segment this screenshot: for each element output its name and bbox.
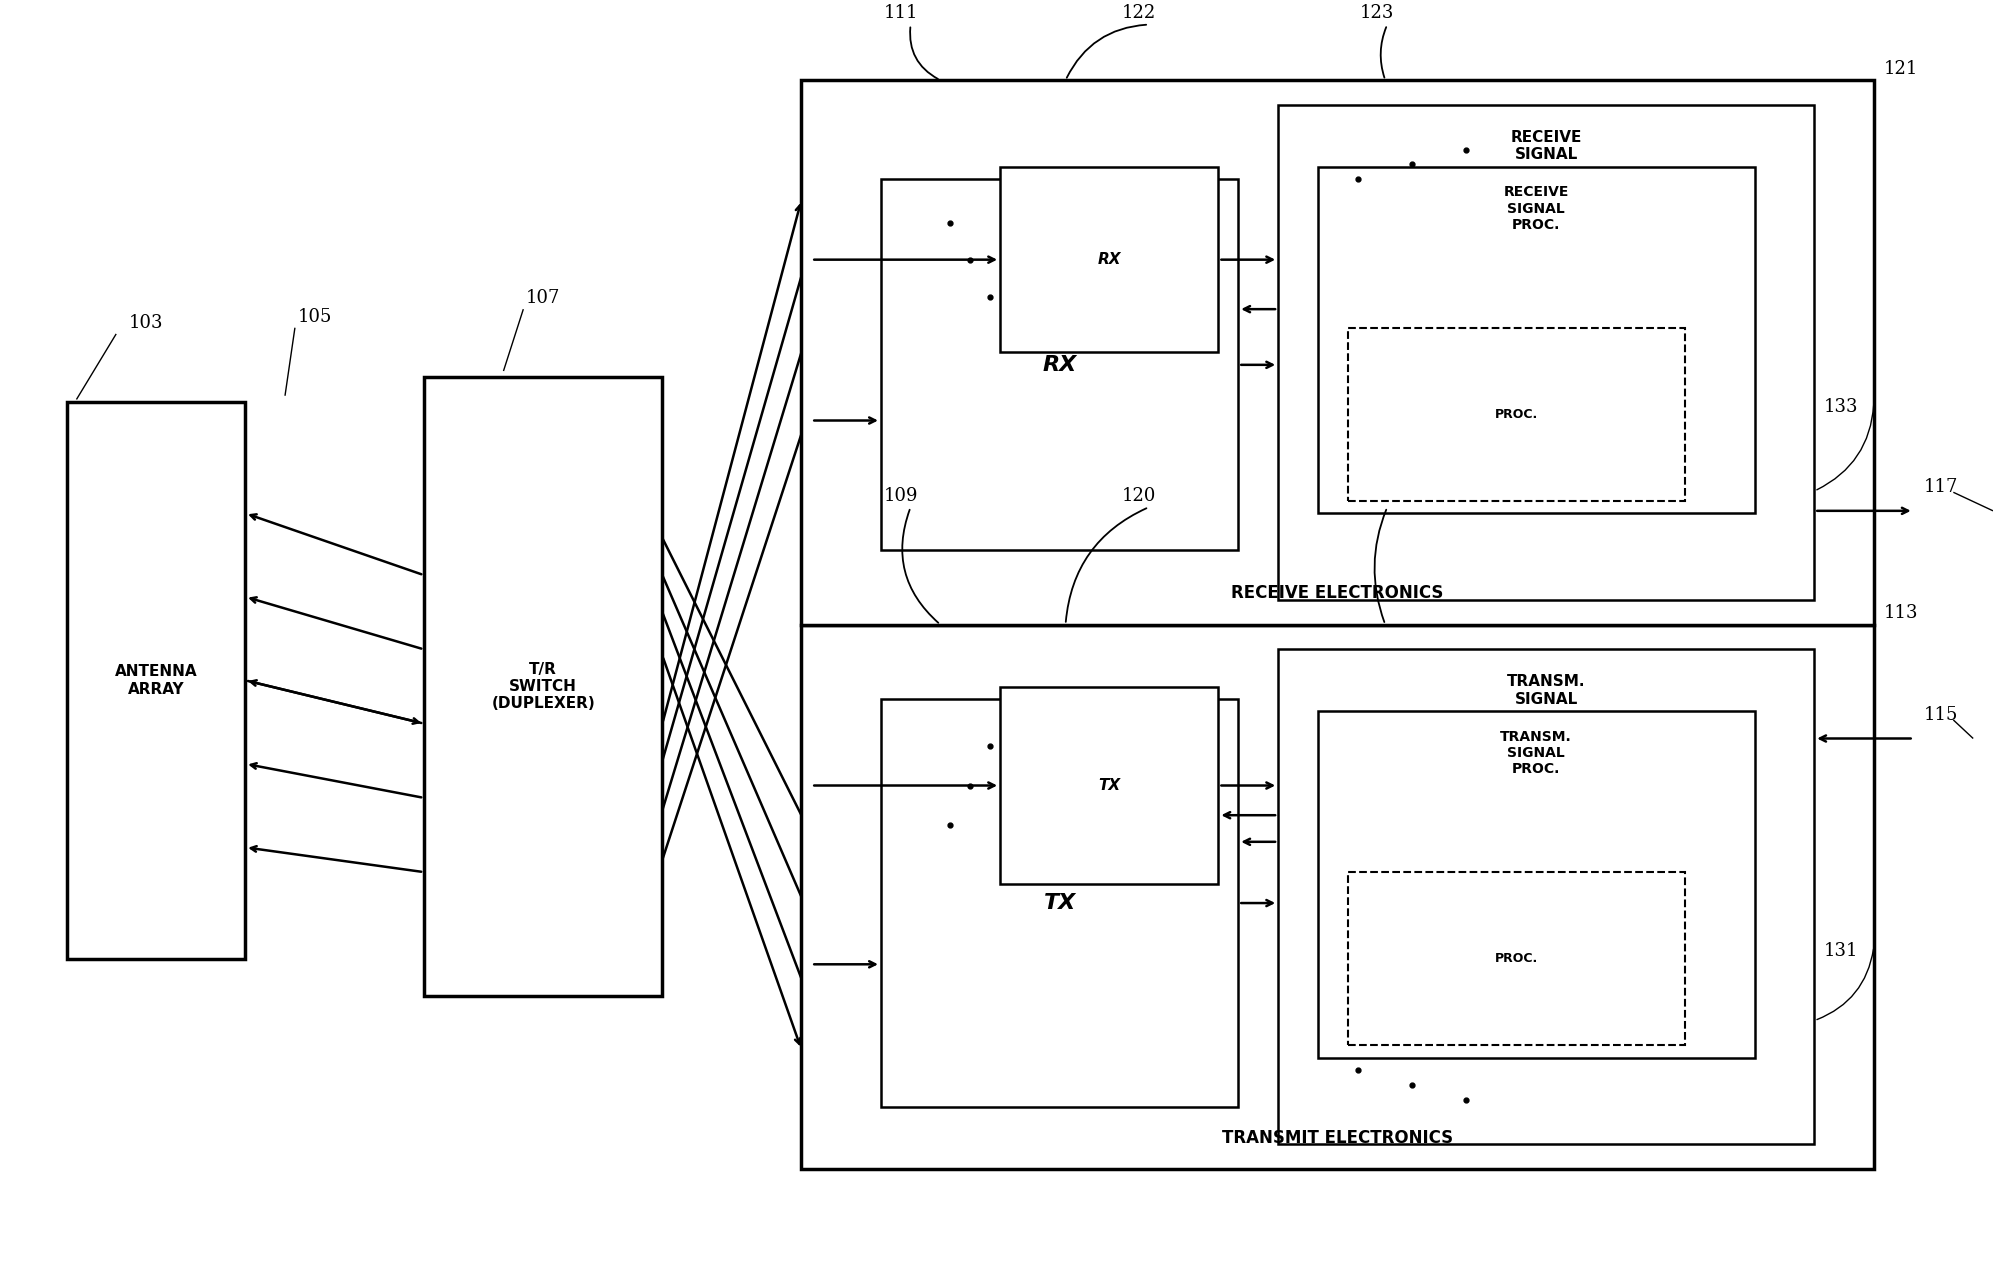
Text: 113: 113 bbox=[1884, 604, 1918, 622]
Bar bbox=[1318, 167, 1754, 514]
Bar bbox=[802, 80, 1874, 625]
Text: TRANSMIT ELECTRONICS: TRANSMIT ELECTRONICS bbox=[1222, 1128, 1454, 1146]
Text: TRANSM.
SIGNAL
PROC.: TRANSM. SIGNAL PROC. bbox=[1500, 729, 1572, 776]
Text: 103: 103 bbox=[128, 314, 164, 332]
Bar bbox=[1278, 105, 1814, 601]
Text: 109: 109 bbox=[884, 487, 918, 505]
Text: 120: 120 bbox=[1122, 487, 1156, 505]
Text: RECEIVE
SIGNAL
PROC.: RECEIVE SIGNAL PROC. bbox=[1504, 185, 1568, 232]
Text: RECEIVE ELECTRONICS: RECEIVE ELECTRONICS bbox=[1232, 584, 1444, 602]
Text: 117: 117 bbox=[1924, 478, 1958, 496]
Bar bbox=[880, 180, 1238, 551]
Text: RX: RX bbox=[1042, 354, 1076, 375]
Bar bbox=[1000, 167, 1218, 352]
Bar bbox=[1348, 328, 1686, 501]
Text: TX: TX bbox=[1044, 892, 1076, 913]
Bar bbox=[424, 377, 662, 996]
Text: PROC.: PROC. bbox=[1494, 408, 1538, 421]
Text: RECEIVE
SIGNAL: RECEIVE SIGNAL bbox=[1510, 130, 1582, 162]
Bar bbox=[1348, 872, 1686, 1046]
Bar bbox=[880, 699, 1238, 1107]
Text: 123: 123 bbox=[1360, 4, 1394, 23]
Text: PROC.: PROC. bbox=[1494, 952, 1538, 965]
Text: TX: TX bbox=[1098, 778, 1120, 793]
Text: 107: 107 bbox=[526, 289, 560, 307]
Text: 131: 131 bbox=[1824, 942, 1858, 960]
Text: TRANSM.
SIGNAL: TRANSM. SIGNAL bbox=[1506, 674, 1586, 706]
Text: ANTENNA
ARRAY: ANTENNA ARRAY bbox=[114, 664, 198, 696]
Text: T/R
SWITCH
(DUPLEXER): T/R SWITCH (DUPLEXER) bbox=[492, 662, 596, 711]
Text: 115: 115 bbox=[1924, 706, 1958, 724]
Bar bbox=[1000, 686, 1218, 885]
Bar bbox=[802, 625, 1874, 1169]
Text: 122: 122 bbox=[1122, 4, 1156, 23]
Bar bbox=[1318, 711, 1754, 1058]
Text: 111: 111 bbox=[884, 4, 918, 23]
Text: 119: 119 bbox=[1360, 487, 1394, 505]
Text: 121: 121 bbox=[1884, 60, 1918, 78]
Text: 133: 133 bbox=[1824, 398, 1858, 416]
Bar bbox=[1278, 649, 1814, 1145]
Bar bbox=[66, 402, 246, 959]
Text: 105: 105 bbox=[298, 307, 332, 325]
Text: RX: RX bbox=[1098, 252, 1120, 268]
